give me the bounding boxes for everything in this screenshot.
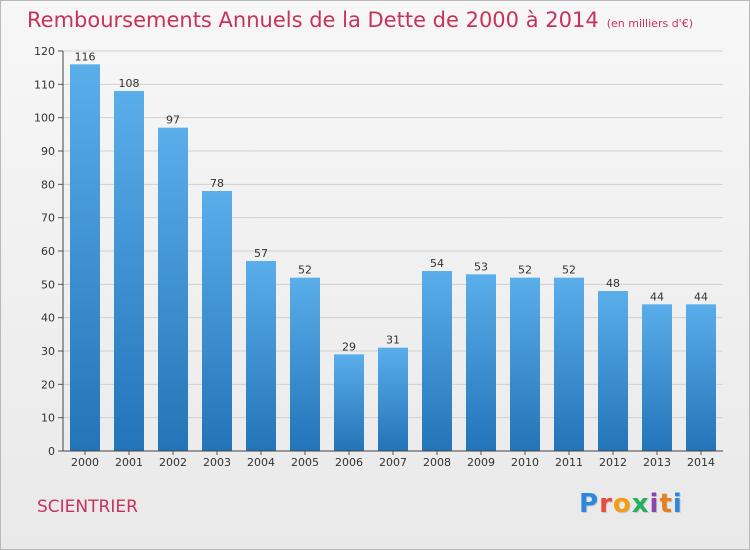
x-tick-label: 2001 [115, 456, 143, 469]
x-tick-label: 2010 [511, 456, 539, 469]
y-tick-label: 20 [41, 378, 55, 391]
x-tick-label: 2004 [247, 456, 275, 469]
bar-value-label: 44 [650, 290, 664, 303]
bar-chart: 116 108 97 78 57 52 29 31 54 53 52 52 48 44 44 0 10 20 30… [34, 45, 723, 469]
bar [510, 277, 540, 451]
x-tick-label: 2006 [335, 456, 363, 469]
x-tick-label: 2008 [423, 456, 451, 469]
y-tick-label: 110 [34, 78, 55, 91]
bar-value-label: 52 [518, 264, 532, 277]
bar-value-label: 52 [298, 264, 312, 277]
logo-letter: P [579, 489, 600, 519]
title-text: Remboursements Annuels de la Dette de 20… [27, 8, 599, 32]
bar-value-label: 52 [562, 264, 576, 277]
bar [334, 354, 364, 451]
bar-value-label: 97 [166, 114, 180, 127]
bar-value-label: 31 [386, 334, 400, 347]
bar [114, 91, 144, 451]
x-tick-label: 2000 [71, 456, 99, 469]
x-tick-label: 2009 [467, 456, 495, 469]
bar-value-label: 78 [210, 177, 224, 190]
bar-value-label: 29 [342, 340, 356, 353]
bar-value-label: 54 [430, 257, 444, 270]
x-tick-label: 2013 [643, 456, 671, 469]
x-tick-label: 2003 [203, 456, 231, 469]
y-tick-label: 40 [41, 312, 55, 325]
bar-value-label: 53 [474, 260, 488, 273]
bar [290, 277, 320, 451]
logo-letter: r [599, 489, 613, 519]
logo-letter: o [612, 489, 632, 519]
logo-letter: t [659, 489, 673, 519]
x-tick-label: 2007 [379, 456, 407, 469]
y-tick-label: 70 [41, 212, 55, 225]
bar [246, 261, 276, 451]
y-tick-label: 120 [34, 45, 55, 58]
x-tick-label: 2002 [159, 456, 187, 469]
title-unit: (en milliers d'€) [606, 17, 693, 30]
y-tick-label: 90 [41, 145, 55, 158]
chart-title: Remboursements Annuels de la Dette de 20… [27, 8, 693, 32]
bar [70, 64, 100, 452]
y-tick-label: 30 [41, 345, 55, 358]
y-tick-label: 80 [41, 178, 55, 191]
y-tick-label: 100 [34, 112, 55, 125]
logo-letter: i [672, 489, 683, 519]
x-tick-label: 2014 [687, 456, 715, 469]
bar-value-label: 108 [119, 77, 140, 90]
bar [422, 271, 452, 451]
x-tick-label: 2005 [291, 456, 319, 469]
bar-value-label: 116 [75, 50, 96, 63]
bar [158, 127, 188, 452]
bar [642, 304, 672, 451]
y-tick-label: 10 [41, 412, 55, 425]
y-tick-label: 50 [41, 278, 55, 291]
bar [598, 291, 628, 451]
bar [686, 304, 716, 451]
place-name: SCIENTRIER [37, 497, 138, 517]
bar-value-label: 48 [606, 277, 620, 290]
bar [378, 347, 408, 451]
bar-value-label: 44 [694, 290, 708, 303]
x-tick-label: 2011 [555, 456, 583, 469]
logo-letter: x [631, 489, 650, 519]
proxiti-logo: Proxiti [579, 489, 683, 519]
y-tick-label: 0 [48, 445, 55, 458]
axes: 0 10 20 30 40 50 60 70 80 90 100 110 120 2000 2001 2002… [34, 45, 723, 469]
bar-value-label: 57 [254, 247, 268, 260]
x-tick-label: 2012 [599, 456, 627, 469]
y-tick-label: 60 [41, 245, 55, 258]
logo-letter: i [649, 489, 660, 519]
bar [202, 191, 232, 451]
bar [554, 277, 584, 451]
bars: 116 108 97 78 57 52 29 31 54 53 52 52 48 44 44 [70, 50, 716, 452]
bar [466, 274, 496, 451]
